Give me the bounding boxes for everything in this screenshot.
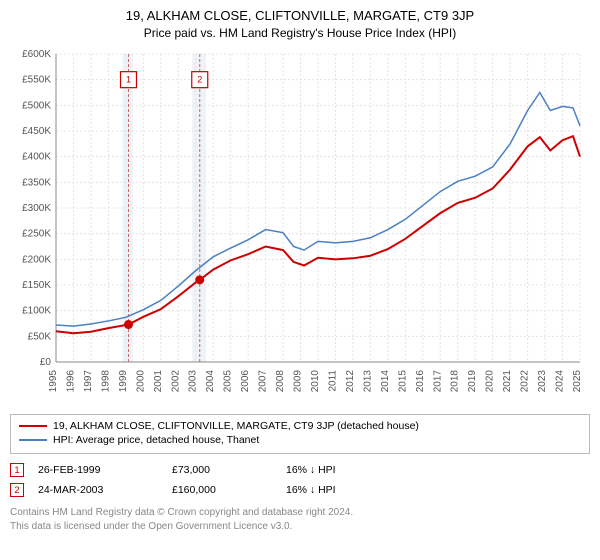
chart-area: £0 £50K £100K £150K £200K £250K £300K £350K £400…: [10, 48, 590, 408]
svg-text:2008: 2008: [275, 370, 286, 393]
svg-text:2010: 2010: [310, 370, 321, 393]
chart-title: 19, ALKHAM CLOSE, CLIFTONVILLE, MARGATE,…: [10, 8, 590, 23]
svg-text:2009: 2009: [293, 370, 304, 393]
legend: 19, ALKHAM CLOSE, CLIFTONVILLE, MARGATE,…: [10, 414, 590, 454]
legend-item-series-b: HPI: Average price, detached house, Than…: [19, 434, 581, 446]
svg-text:£450K: £450K: [22, 126, 51, 137]
svg-text:2024: 2024: [555, 370, 566, 393]
sale-date: 24-MAR-2003: [38, 484, 158, 496]
svg-text:£200K: £200K: [22, 254, 51, 265]
svg-text:2016: 2016: [415, 370, 426, 393]
svg-text:2015: 2015: [397, 370, 408, 393]
svg-text:1996: 1996: [65, 370, 76, 393]
sales-markers-table: 1 26-FEB-1999 £73,000 16% ↓ HPI 2 24-MAR-2003…: [10, 460, 590, 500]
svg-text:1997: 1997: [83, 370, 94, 393]
svg-text:2017: 2017: [432, 370, 443, 393]
svg-text:2001: 2001: [153, 370, 164, 393]
svg-text:£100K: £100K: [22, 306, 51, 317]
svg-text:£250K: £250K: [22, 229, 51, 240]
line-chart-svg: £0 £50K £100K £150K £200K £250K £300K £350K £400…: [10, 48, 590, 408]
legend-label: HPI: Average price, detached house, Than…: [53, 434, 259, 446]
svg-text:2019: 2019: [467, 370, 478, 393]
legend-item-series-a: 19, ALKHAM CLOSE, CLIFTONVILLE, MARGATE,…: [19, 420, 581, 432]
sale-row: 2 24-MAR-2003 £160,000 16% ↓ HPI: [10, 480, 590, 500]
svg-text:1999: 1999: [118, 370, 129, 393]
svg-text:£300K: £300K: [22, 203, 51, 214]
svg-text:2000: 2000: [135, 370, 146, 393]
svg-text:1995: 1995: [48, 370, 59, 393]
svg-text:£50K: £50K: [28, 331, 52, 342]
sale-hpi-diff: 16% ↓ HPI: [286, 464, 336, 476]
svg-text:£350K: £350K: [22, 177, 51, 188]
svg-text:2022: 2022: [520, 370, 531, 393]
footer-attribution: Contains HM Land Registry data © Crown c…: [10, 506, 590, 533]
svg-text:£600K: £600K: [22, 49, 51, 60]
legend-label: 19, ALKHAM CLOSE, CLIFTONVILLE, MARGATE,…: [53, 420, 419, 432]
sale-hpi-diff: 16% ↓ HPI: [286, 484, 336, 496]
svg-text:2018: 2018: [450, 370, 461, 393]
svg-text:2: 2: [197, 75, 202, 85]
sale-marker-icon: 1: [10, 463, 24, 477]
sale-date: 26-FEB-1999: [38, 464, 158, 476]
svg-text:£150K: £150K: [22, 280, 51, 291]
svg-text:2023: 2023: [537, 370, 548, 393]
svg-text:£0: £0: [40, 357, 52, 368]
svg-text:2005: 2005: [223, 370, 234, 393]
svg-text:2012: 2012: [345, 370, 356, 393]
svg-text:1: 1: [126, 75, 131, 85]
svg-text:£500K: £500K: [22, 100, 51, 111]
sale-price: £73,000: [172, 464, 272, 476]
sale-row: 1 26-FEB-1999 £73,000 16% ↓ HPI: [10, 460, 590, 480]
svg-text:1998: 1998: [100, 370, 111, 393]
sale-marker-icon: 2: [10, 483, 24, 497]
svg-text:2002: 2002: [170, 370, 181, 393]
svg-text:2004: 2004: [205, 370, 216, 393]
svg-text:£550K: £550K: [22, 75, 51, 86]
svg-text:2006: 2006: [240, 370, 251, 393]
svg-text:2013: 2013: [362, 370, 373, 393]
chart-subtitle: Price paid vs. HM Land Registry's House …: [10, 26, 590, 40]
svg-text:2011: 2011: [327, 370, 338, 392]
svg-text:2007: 2007: [258, 370, 269, 393]
svg-text:2003: 2003: [188, 370, 199, 393]
svg-text:£400K: £400K: [22, 152, 51, 163]
svg-text:2020: 2020: [485, 370, 496, 393]
svg-text:2021: 2021: [502, 370, 513, 393]
svg-text:2014: 2014: [380, 370, 391, 393]
svg-text:2025: 2025: [572, 370, 583, 393]
sale-price: £160,000: [172, 484, 272, 496]
